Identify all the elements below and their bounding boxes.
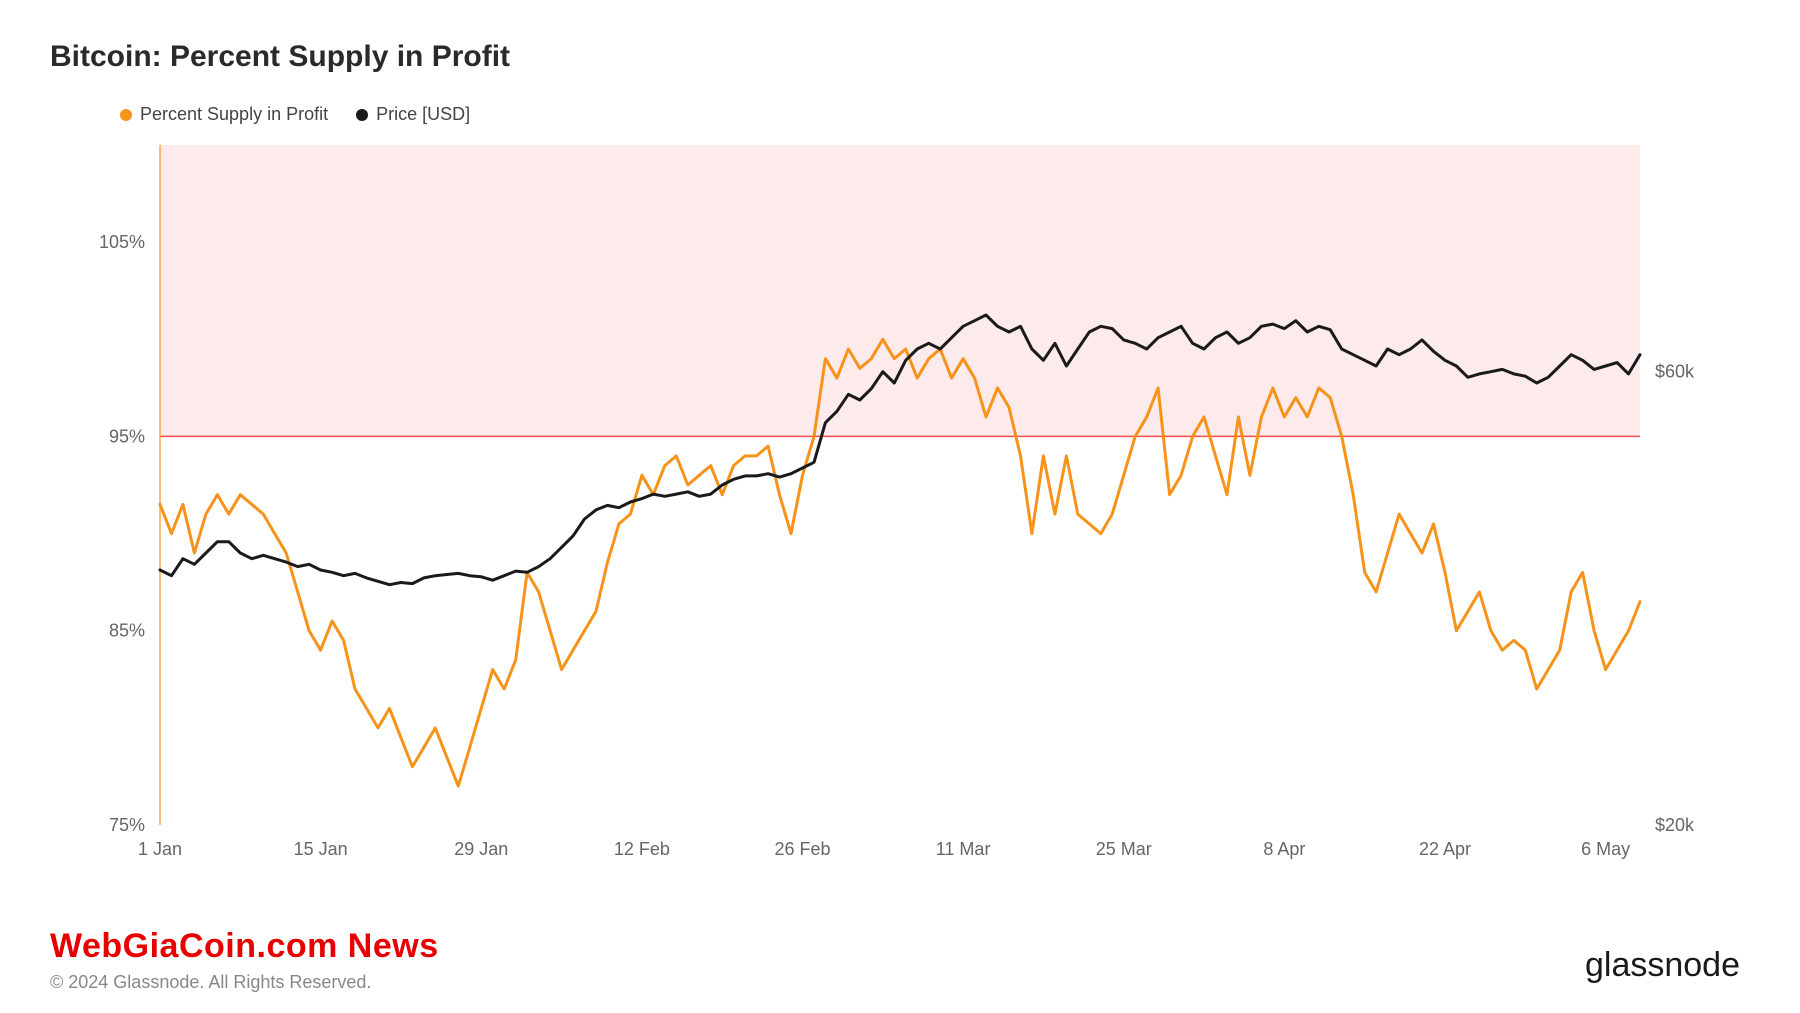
legend-item-supply: Percent Supply in Profit: [120, 104, 328, 125]
brand-logo-text: glassnode: [1585, 946, 1740, 985]
copyright-text: © 2024 Glassnode. All Rights Reserved.: [50, 972, 1750, 993]
svg-text:11 Mar: 11 Mar: [936, 839, 991, 859]
legend-label-supply: Percent Supply in Profit: [140, 104, 328, 125]
svg-text:$20k: $20k: [1655, 815, 1695, 835]
legend-item-price: Price [USD]: [356, 104, 470, 125]
svg-text:29 Jan: 29 Jan: [454, 839, 508, 859]
svg-text:1 Jan: 1 Jan: [138, 839, 182, 859]
legend-label-price: Price [USD]: [376, 104, 470, 125]
svg-text:25 Mar: 25 Mar: [1096, 839, 1152, 859]
svg-text:8 Apr: 8 Apr: [1263, 839, 1305, 859]
svg-text:22 Apr: 22 Apr: [1419, 839, 1471, 859]
chart-title: Bitcoin: Percent Supply in Profit: [50, 40, 1750, 74]
footer: WebGiaCoin.com News © 2024 Glassnode. Al…: [50, 927, 1750, 993]
svg-text:26 Feb: 26 Feb: [774, 839, 830, 859]
svg-text:12 Feb: 12 Feb: [614, 839, 670, 859]
svg-text:6 May: 6 May: [1581, 839, 1630, 859]
svg-text:15 Jan: 15 Jan: [294, 839, 348, 859]
page-root: Bitcoin: Percent Supply in Profit Percen…: [0, 0, 1800, 1013]
legend-dot-supply: [120, 109, 132, 121]
legend-dot-price: [356, 109, 368, 121]
watermark-text: WebGiaCoin.com News: [50, 927, 1750, 966]
svg-text:$60k: $60k: [1655, 362, 1695, 382]
chart-area: 75% 85% 95% 105% $20k $60k 1 Jan 15 Jan 29 Jan 12…: [50, 135, 1750, 885]
svg-text:85%: 85%: [109, 621, 145, 641]
svg-text:105%: 105%: [99, 232, 145, 252]
svg-text:95%: 95%: [109, 426, 145, 446]
legend: Percent Supply in Profit Price [USD]: [120, 104, 1750, 125]
chart-svg: 75% 85% 95% 105% $20k $60k 1 Jan 15 Jan 29 Jan 12…: [50, 135, 1750, 885]
svg-text:75%: 75%: [109, 815, 145, 835]
